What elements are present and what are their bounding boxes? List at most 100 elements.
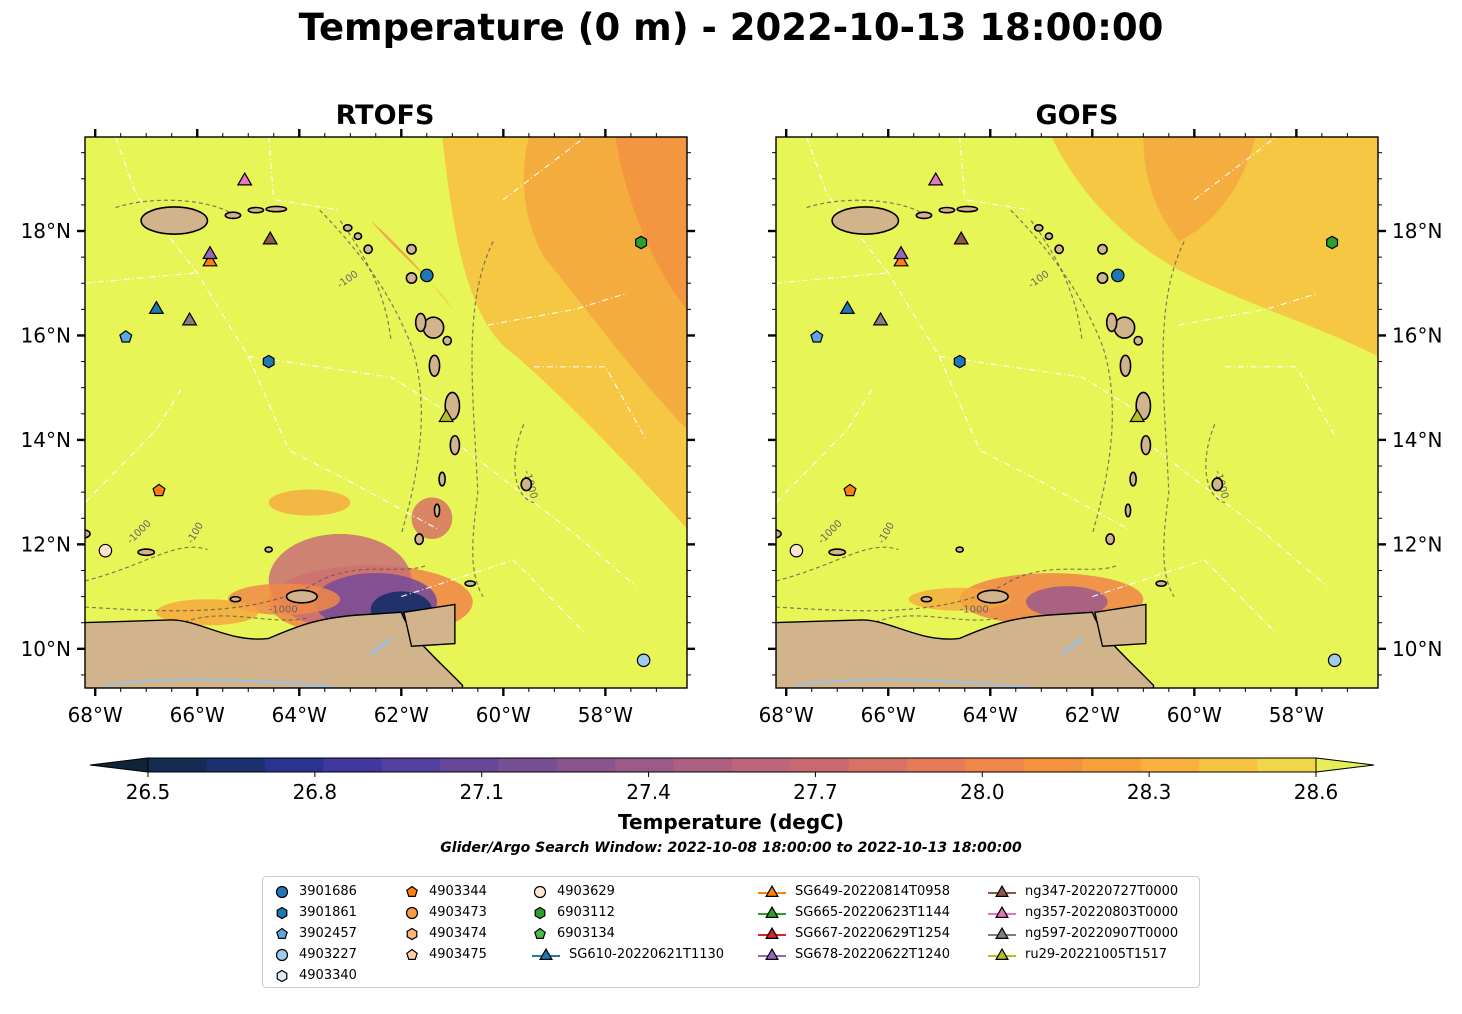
bathymetry-contour xyxy=(1010,209,1113,535)
legend-marker-icon xyxy=(276,927,288,939)
map-panel-rtofs[interactable]: -100-1000-100-1000-1000 68°W 66°W 64°W 62°W 6… xyxy=(0,110,720,730)
legend-triangle-icon xyxy=(765,905,779,918)
observation-marker[interactable] xyxy=(438,408,455,423)
contour-label: -1000 xyxy=(960,604,989,615)
legend-label: 3901686 xyxy=(299,884,357,899)
observation-marker[interactable] xyxy=(98,543,113,558)
colorbar-extend-max xyxy=(1315,757,1375,773)
eez-boundary xyxy=(1193,137,1277,201)
observation-marker[interactable] xyxy=(927,171,944,186)
map-panel-gofs[interactable]: -100-1000-100-1000-1000 68°W 66°W 64°W 62°W 6… xyxy=(731,110,1462,730)
legend-item: 4903474 xyxy=(403,923,487,944)
legend-marker-icon xyxy=(276,906,288,919)
river xyxy=(105,678,341,688)
observation-marker[interactable] xyxy=(202,252,218,267)
legend-label: 3901861 xyxy=(299,905,357,920)
observation-marker[interactable] xyxy=(636,653,651,668)
panel-title-rtofs: RTOFS xyxy=(335,100,435,131)
legend-item: 4903473 xyxy=(403,902,487,923)
observation-marker[interactable] xyxy=(872,311,889,326)
legend-column: ng347-20220727T0000 ng357-20220803T0000 ng… xyxy=(987,881,1178,965)
bathymetry-contour xyxy=(171,615,310,629)
observation-marker[interactable] xyxy=(953,354,966,369)
legend-column: 3901686 3901861 3902457 4903227 4903340 xyxy=(273,881,357,986)
island xyxy=(1097,243,1108,255)
bathymetry-contour xyxy=(806,199,930,219)
legend-item: 4903340 xyxy=(273,965,357,986)
legend-item: ng597-20220907T0000 xyxy=(987,923,1178,944)
island xyxy=(1155,580,1168,587)
search-window-note: Glider/Argo Search Window: 2022-10-08 18… xyxy=(440,840,1022,856)
legend-circle-icon xyxy=(533,885,547,898)
legend-item: 6903112 xyxy=(531,902,724,923)
legend-label: 4903474 xyxy=(429,926,487,941)
colorbar-tick-label: 26.5 xyxy=(126,780,171,802)
legend-item: 3901861 xyxy=(273,902,357,923)
legend-item: SG610-20220621T1130 xyxy=(531,944,724,965)
legend-marker-icon xyxy=(276,969,288,982)
island xyxy=(229,595,242,603)
lat-tick-label: 14°N xyxy=(1392,428,1442,452)
observation-marker[interactable] xyxy=(152,483,166,497)
lat-tick-label: 16°N xyxy=(1392,323,1442,347)
legend-hexagon-icon xyxy=(276,969,288,982)
colorbar-tick-label: 26.8 xyxy=(293,780,338,802)
lon-tick-label: 66°W xyxy=(861,703,916,727)
observation-marker[interactable] xyxy=(789,543,804,558)
eez-boundary xyxy=(959,137,1032,211)
observation-marker[interactable] xyxy=(839,300,856,314)
observation-marker[interactable] xyxy=(236,171,253,186)
legend-label: ru29-20221005T1517 xyxy=(1025,947,1168,962)
legend-item: SG649-20220814T0958 xyxy=(757,881,950,902)
legend-hexagon-icon xyxy=(406,927,418,940)
observation-marker[interactable] xyxy=(420,268,434,283)
bathymetry-contour xyxy=(85,546,208,582)
observation-marker[interactable] xyxy=(1129,408,1146,423)
observation-marker[interactable] xyxy=(262,354,275,369)
observation-marker[interactable] xyxy=(262,230,279,245)
observation-marker[interactable] xyxy=(148,300,165,314)
observation-marker[interactable] xyxy=(893,245,909,260)
island xyxy=(1124,503,1132,518)
eez-boundary xyxy=(401,559,586,634)
legend-marker-icon xyxy=(405,906,419,919)
observation-marker[interactable] xyxy=(1327,653,1342,668)
observation-marker[interactable] xyxy=(1111,268,1125,283)
observation-marker[interactable] xyxy=(893,252,909,267)
legend-item: 4903344 xyxy=(403,881,487,902)
legend-label: SG665-20220623T1144 xyxy=(795,905,951,920)
lon-tick-label: 68°W xyxy=(68,703,123,727)
island xyxy=(828,548,847,557)
legend-marker-icon xyxy=(988,926,1016,939)
legend-label: SG667-20220629T1254 xyxy=(795,926,951,941)
legend-pentagon-icon xyxy=(406,885,418,897)
island xyxy=(920,595,933,603)
observation-marker[interactable] xyxy=(202,245,218,260)
island xyxy=(1129,471,1137,487)
legend-hexagon-icon xyxy=(276,906,288,919)
bathymetry-contour xyxy=(339,220,392,341)
observation-marker[interactable] xyxy=(810,330,824,343)
colorbar-tick-label: 28.3 xyxy=(1127,780,1172,802)
river xyxy=(796,678,1032,688)
legend-item: ru29-20221005T1517 xyxy=(987,944,1178,965)
cool-water-region xyxy=(411,497,453,540)
observation-marker[interactable] xyxy=(181,311,198,326)
island xyxy=(285,589,318,604)
island xyxy=(1096,271,1109,285)
colorbar-segment xyxy=(907,758,967,772)
island xyxy=(428,354,441,378)
colorbar: 26.5 26.8 27.1 27.4 27.7 28.0 28.3 28.6 xyxy=(89,757,1375,802)
observation-marker[interactable] xyxy=(843,483,857,497)
observation-marker[interactable] xyxy=(635,235,648,250)
warm-water-region xyxy=(615,137,687,310)
trinidad-island xyxy=(1094,603,1147,647)
legend-label: 6903112 xyxy=(557,905,615,920)
legend-triangle-icon xyxy=(765,947,779,960)
lon-tick-label: 62°W xyxy=(1065,703,1120,727)
colorbar-segment xyxy=(264,758,324,772)
observation-marker[interactable] xyxy=(953,230,970,245)
observation-marker[interactable] xyxy=(119,330,133,343)
observation-marker[interactable] xyxy=(1326,235,1339,250)
legend-circle-icon xyxy=(405,906,419,919)
